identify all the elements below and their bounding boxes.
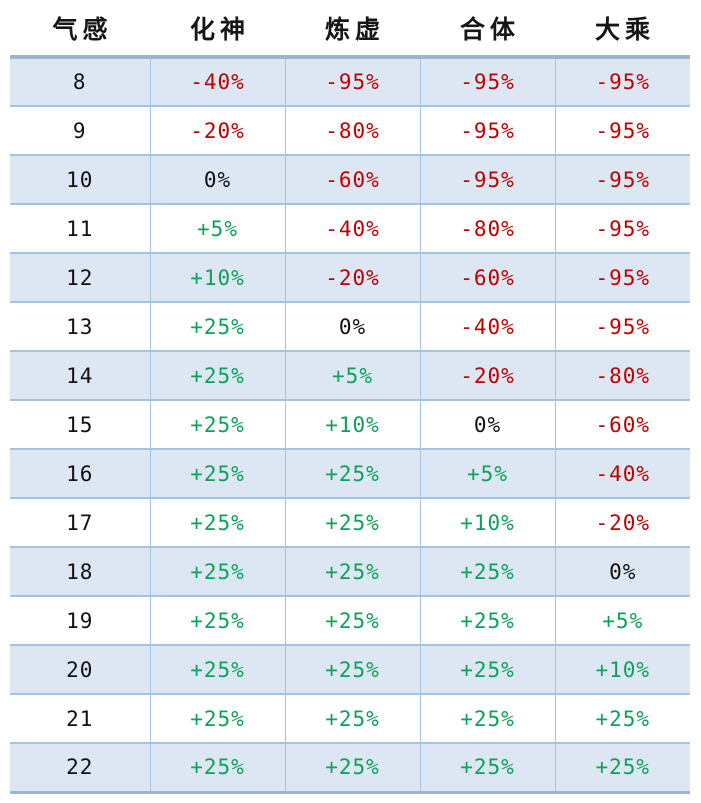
value-cell: +10% <box>284 400 420 449</box>
value-cell: +25% <box>284 449 420 498</box>
value-cell: 0% <box>149 155 285 204</box>
value-cell: +10% <box>554 645 690 694</box>
value-cell: +25% <box>149 645 285 694</box>
value-cell: +25% <box>149 743 285 792</box>
value-cell: -95% <box>554 302 690 351</box>
level-cell: 12 <box>66 265 94 290</box>
value-cell: -40% <box>419 302 555 351</box>
value-cell: -95% <box>419 106 555 155</box>
table-row: 19 +25% +25% +25% +5% <box>10 596 690 645</box>
value-cell: +5% <box>149 204 285 253</box>
table-row: 12 +10% -20% -60% -95% <box>10 253 690 302</box>
value-cell: +25% <box>419 547 555 596</box>
value-cell: -80% <box>284 106 420 155</box>
value-cell: 0% <box>284 302 420 351</box>
level-cell: 20 <box>66 657 94 682</box>
value-cell: -95% <box>554 204 690 253</box>
level-cell: 15 <box>66 412 94 437</box>
value-cell: +10% <box>149 253 285 302</box>
value-cell: -95% <box>554 253 690 302</box>
table-row: 17 +25% +25% +10% -20% <box>10 498 690 547</box>
value-cell: -95% <box>554 155 690 204</box>
value-cell: +25% <box>149 400 285 449</box>
level-cell: 14 <box>66 363 94 388</box>
value-cell: +25% <box>149 694 285 743</box>
value-cell: -20% <box>149 106 285 155</box>
level-cell: 18 <box>66 559 94 584</box>
value-cell: -95% <box>419 155 555 204</box>
column-header-huashen: 化神 <box>189 15 250 44</box>
table-row: 10 0% -60% -95% -95% <box>10 155 690 204</box>
value-cell: +25% <box>149 547 285 596</box>
level-cell: 21 <box>66 706 94 731</box>
table-row: 9 -20% -80% -95% -95% <box>10 106 690 155</box>
column-header-qigan: 气感 <box>52 15 113 44</box>
value-cell: +25% <box>149 596 285 645</box>
table-row: 20 +25% +25% +25% +10% <box>10 645 690 694</box>
value-cell: +25% <box>419 743 555 792</box>
level-cell: 13 <box>66 314 94 339</box>
value-cell: +25% <box>419 694 555 743</box>
table-row: 8 -40% -95% -95% -95% <box>10 57 690 106</box>
value-cell: +5% <box>284 351 420 400</box>
value-cell: +25% <box>284 743 420 792</box>
value-cell: +25% <box>149 498 285 547</box>
table-row: 11 +5% -40% -80% -95% <box>10 204 690 253</box>
value-cell: -40% <box>149 57 285 106</box>
table-header-row: 气感 化神 炼虚 合体 大乘 <box>10 0 691 55</box>
table-row: 13 +25% 0% -40% -95% <box>10 302 690 351</box>
table-body: 8 -40% -95% -95% -95% 9 -20% -80% -95% -95% 10 0% -6… <box>10 57 690 792</box>
level-cell: 9 <box>72 118 87 143</box>
table-row: 22 +25% +25% +25% +25% <box>10 743 690 792</box>
value-cell: -80% <box>554 351 690 400</box>
value-cell: +25% <box>284 596 420 645</box>
value-cell: +5% <box>554 596 690 645</box>
value-cell: +25% <box>149 449 285 498</box>
value-cell: +10% <box>419 498 555 547</box>
value-cell: +25% <box>554 694 690 743</box>
value-cell: +25% <box>284 694 420 743</box>
column-header-heti: 合体 <box>459 15 520 44</box>
value-cell: -60% <box>419 253 555 302</box>
value-cell: -20% <box>284 253 420 302</box>
value-cell: +25% <box>284 498 420 547</box>
value-cell: +25% <box>149 302 285 351</box>
table-row: 16 +25% +25% +5% -40% <box>10 449 690 498</box>
table-row: 18 +25% +25% +25% 0% <box>10 547 690 596</box>
table-row: 14 +25% +5% -20% -80% <box>10 351 690 400</box>
value-cell: -60% <box>554 400 690 449</box>
value-cell: 0% <box>554 547 690 596</box>
level-cell: 16 <box>66 461 94 486</box>
stat-table: 8 -40% -95% -95% -95% 9 -20% -80% -95% -95% 10 0% -6… <box>10 55 690 794</box>
value-cell: +25% <box>284 645 420 694</box>
column-header-dacheng: 大乘 <box>594 15 655 44</box>
level-cell: 10 <box>66 167 94 192</box>
level-cell: 8 <box>72 70 87 94</box>
table-row: 15 +25% +10% 0% -60% <box>10 400 690 449</box>
value-cell: -95% <box>284 57 420 106</box>
value-cell: +5% <box>419 449 555 498</box>
value-cell: +25% <box>419 645 555 694</box>
value-cell: -40% <box>284 204 420 253</box>
value-cell: -95% <box>419 57 555 106</box>
value-cell: +25% <box>284 547 420 596</box>
value-cell: -95% <box>554 106 690 155</box>
value-cell: -20% <box>419 351 555 400</box>
value-cell: -60% <box>284 155 420 204</box>
value-cell: +25% <box>554 743 690 792</box>
value-cell: +25% <box>149 351 285 400</box>
value-cell: -20% <box>554 498 690 547</box>
level-cell: 19 <box>66 608 94 633</box>
value-cell: 0% <box>419 400 555 449</box>
value-cell: -40% <box>554 449 690 498</box>
value-cell: -80% <box>419 204 555 253</box>
value-cell: +25% <box>419 596 555 645</box>
level-cell: 22 <box>66 755 94 780</box>
table-row: 21 +25% +25% +25% +25% <box>10 694 690 743</box>
level-cell: 11 <box>66 216 94 241</box>
column-header-lianxu: 炼虚 <box>324 15 385 44</box>
value-cell: -95% <box>554 57 690 106</box>
level-cell: 17 <box>66 510 94 535</box>
